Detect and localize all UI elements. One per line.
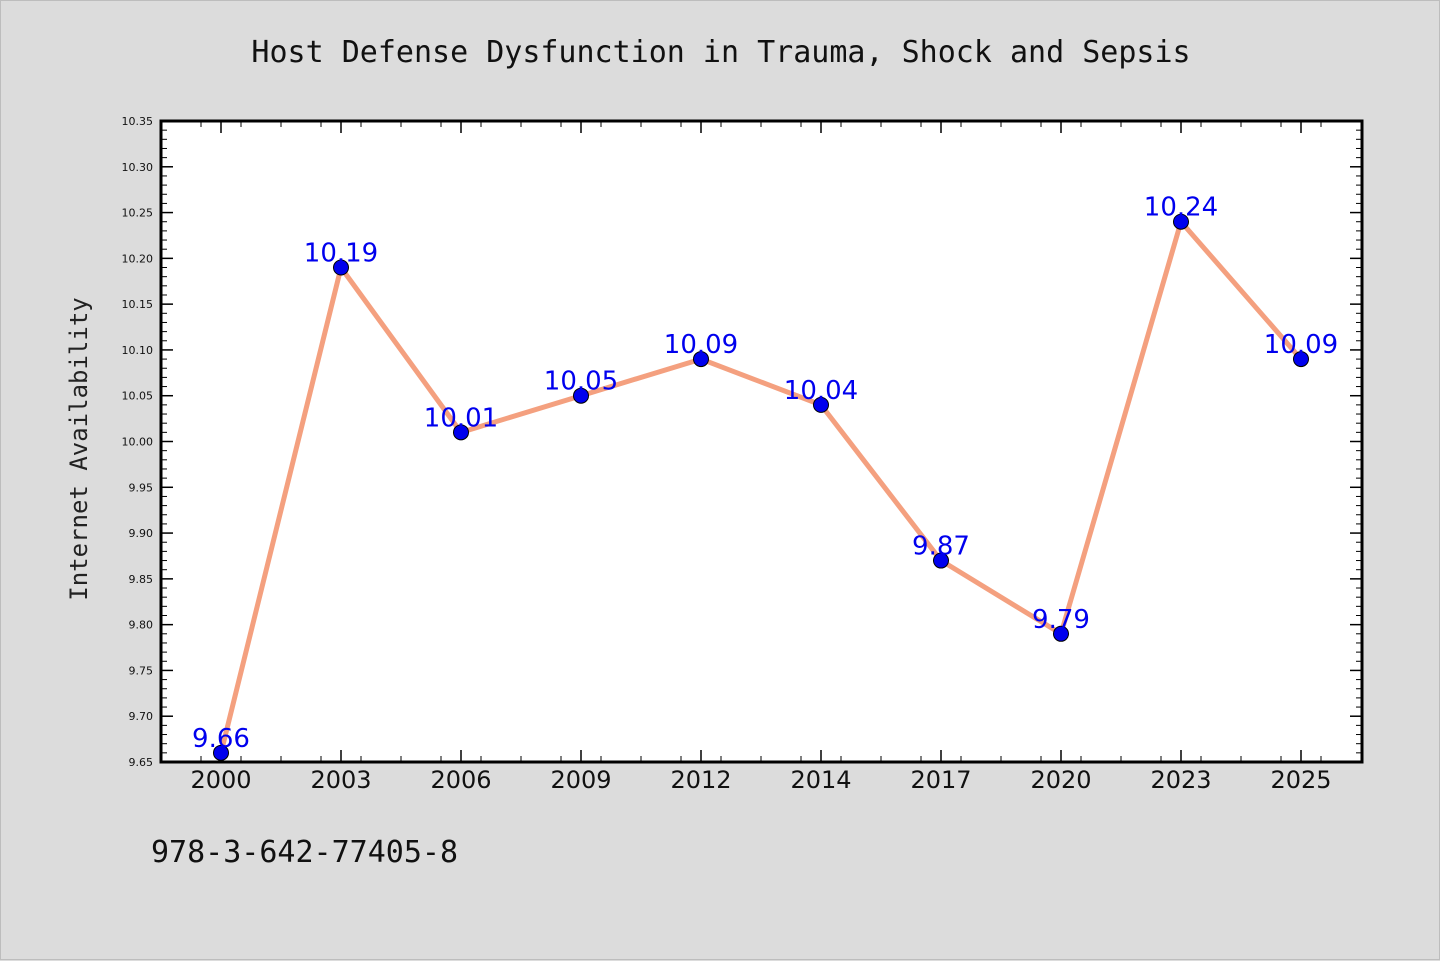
y-tick-label: 9.85 xyxy=(129,573,154,586)
y-tick-label: 10.15 xyxy=(122,298,154,311)
x-tick-label: 2006 xyxy=(430,766,491,794)
data-point xyxy=(573,387,589,404)
y-tick-label: 9.80 xyxy=(129,619,154,632)
y-axis-label: Internet Availability xyxy=(65,297,93,600)
y-tick-label: 10.35 xyxy=(122,115,154,128)
x-tick-label: 2012 xyxy=(670,766,731,794)
x-tick-label: 2014 xyxy=(790,766,851,794)
y-tick-label: 9.65 xyxy=(129,756,154,769)
y-tick-label: 10.05 xyxy=(122,390,154,403)
x-tick-label: 2025 xyxy=(1270,766,1331,794)
data-point xyxy=(813,396,829,413)
x-tick-label: 2009 xyxy=(550,766,611,794)
x-tick-label: 2003 xyxy=(310,766,371,794)
data-point xyxy=(1293,351,1309,368)
data-label: 10.01 xyxy=(424,403,498,433)
plot-area xyxy=(159,119,1364,764)
data-point xyxy=(1173,213,1189,230)
x-tick-label: 2020 xyxy=(1030,766,1091,794)
isbn-text: 978-3-642-77405-8 xyxy=(151,835,459,870)
y-tick-label: 9.75 xyxy=(129,664,154,677)
data-label: 10.09 xyxy=(664,330,738,360)
data-point xyxy=(933,552,949,569)
data-point xyxy=(213,744,229,761)
data-label: 10.09 xyxy=(1264,330,1338,360)
data-label: 10.05 xyxy=(544,367,618,397)
data-point xyxy=(693,351,709,368)
data-label: 9.87 xyxy=(912,532,970,562)
y-tick-label: 10.20 xyxy=(122,252,154,265)
data-label: 10.24 xyxy=(1144,193,1218,223)
x-tick-label: 2023 xyxy=(1150,766,1211,794)
y-tick-label: 10.00 xyxy=(122,436,154,449)
chart-title: Host Defense Dysfunction in Trauma, Shoc… xyxy=(251,35,1191,70)
series-line xyxy=(218,219,1303,754)
y-tick-label: 9.70 xyxy=(129,710,154,723)
data-label: 10.04 xyxy=(784,376,858,406)
data-point xyxy=(333,259,349,276)
data-point xyxy=(453,424,469,441)
x-tick-label: 2000 xyxy=(190,766,251,794)
data-label: 10.19 xyxy=(304,239,378,269)
data-label: 9.79 xyxy=(1032,605,1090,635)
y-tick-label: 9.95 xyxy=(129,481,154,494)
x-tick-label: 2017 xyxy=(910,766,971,794)
y-tick-label: 10.10 xyxy=(122,344,154,357)
data-point xyxy=(1053,625,1069,642)
y-tick-label: 9.90 xyxy=(129,527,154,540)
data-label: 9.66 xyxy=(192,724,250,754)
y-tick-label: 10.25 xyxy=(122,207,154,220)
y-tick-label: 10.30 xyxy=(122,161,154,174)
